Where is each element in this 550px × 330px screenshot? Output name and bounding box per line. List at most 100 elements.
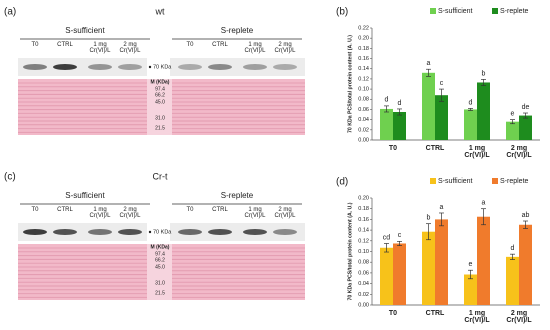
error-bar <box>426 223 431 241</box>
legend-label: S-sufficient <box>438 178 473 185</box>
legend-label: S-replete <box>500 178 529 185</box>
x-tick-label: T0 <box>388 145 398 152</box>
y-tick-label: 0.00 <box>358 302 369 308</box>
y-tick-label: 0.12 <box>358 76 369 82</box>
bar <box>477 216 490 305</box>
y-tick-label: 0.18 <box>358 46 369 52</box>
lane-label: 2 mg Cr(VI)/L <box>274 42 296 55</box>
significance-letter: d <box>398 100 402 107</box>
marker-lane <box>147 79 172 135</box>
lane-label: CTRL <box>212 207 228 213</box>
error-bar <box>523 112 528 119</box>
blot-band <box>243 64 267 70</box>
marker-label: 21.5 <box>155 125 165 131</box>
marker-label: 31.0 <box>155 280 165 286</box>
lane-label: 1 mg Cr(VI)/L <box>244 207 266 220</box>
significance-letter: a <box>427 60 431 67</box>
lane-label: 1 mg Cr(VI)/L <box>89 42 111 55</box>
significance-letter: b <box>427 215 431 222</box>
y-tick-label: 0.02 <box>358 292 369 298</box>
panel-label: (a) <box>4 7 16 18</box>
blot-strip <box>170 223 305 241</box>
significance-letter: ab <box>522 212 530 219</box>
marker-label: 45.0 <box>155 264 165 270</box>
significance-letter: c <box>398 232 402 239</box>
blot-band <box>178 64 202 70</box>
bar <box>380 108 393 140</box>
significance-letter: a <box>482 200 486 207</box>
bar <box>519 115 532 140</box>
x-tick-label: CTRL <box>425 310 445 317</box>
y-tick-label: 0.18 <box>358 206 369 212</box>
blot-band <box>208 229 232 235</box>
lane-label: CTRL <box>57 42 73 48</box>
y-tick-label: 0.12 <box>358 238 369 244</box>
error-bar <box>468 269 473 280</box>
bar <box>380 247 393 305</box>
bar <box>393 243 406 305</box>
lane-label: 1 mg Cr(VI)/L <box>89 207 111 220</box>
marker-label: 45.0 <box>155 99 165 105</box>
significance-letter: cd <box>383 234 391 241</box>
lane-label: 2 mg Cr(VI)/L <box>119 42 141 55</box>
significance-letter: e <box>469 261 473 268</box>
significance-letter: d <box>469 99 473 106</box>
y-tick-label: 0.16 <box>358 217 369 223</box>
lane-label: T0 <box>186 207 194 213</box>
x-tick-label: CTRL <box>425 145 445 152</box>
marker-title: M (KDa) <box>151 79 170 85</box>
legend-swatch <box>430 178 436 184</box>
error-bar <box>481 79 486 86</box>
legend-label: S-replete <box>500 8 529 15</box>
panel-label: (c) <box>4 172 16 183</box>
significance-letter: b <box>482 70 486 77</box>
lane-label: CTRL <box>57 207 73 213</box>
blot-band <box>88 229 112 235</box>
group-label: S-replete <box>221 26 254 35</box>
blot-band <box>243 229 267 235</box>
gel <box>172 79 305 135</box>
error-bar <box>523 220 528 229</box>
bar <box>506 256 519 305</box>
y-tick-label: 0.14 <box>358 228 369 234</box>
blot-band <box>53 229 77 235</box>
blot-strip <box>18 58 147 76</box>
band-label: 70 KDa <box>153 229 172 235</box>
band-dot <box>148 230 152 234</box>
blot-band <box>118 229 142 235</box>
group-label: S-sufficient <box>65 26 105 35</box>
y-tick-label: 0.04 <box>358 117 369 123</box>
marker-lane <box>147 244 172 300</box>
legend-swatch <box>430 8 436 14</box>
y-tick-label: 0.22 <box>358 25 369 31</box>
y-tick-label: 0.20 <box>358 195 369 201</box>
marker-label: 97.4 <box>155 251 165 257</box>
lane-label: T0 <box>31 42 39 48</box>
band-label: 70 KDa <box>153 64 172 70</box>
legend-swatch <box>492 8 498 14</box>
marker-label: 97.4 <box>155 86 165 92</box>
y-tick-label: 0.14 <box>358 66 369 72</box>
error-bar <box>384 243 389 253</box>
blot-strip <box>18 223 147 241</box>
y-tick-label: 0.02 <box>358 127 369 133</box>
error-bar <box>468 108 473 111</box>
group-label: S-replete <box>221 191 254 200</box>
panel-label: (d) <box>336 177 348 188</box>
marker-label: 31.0 <box>155 115 165 121</box>
strain-label: Cr-t <box>153 171 168 181</box>
lane-label: T0 <box>31 207 39 213</box>
bar <box>435 95 448 140</box>
panel-label: (b) <box>336 7 348 18</box>
blot-band <box>208 64 232 70</box>
blot-strip <box>170 58 305 76</box>
significance-letter: a <box>440 204 444 211</box>
marker-title: M (KDa) <box>151 244 170 250</box>
y-tick-label: 0.06 <box>358 107 369 113</box>
x-tick-label: 2 mg Cr(VI)/L <box>506 310 532 325</box>
bar <box>506 121 519 140</box>
legend-swatch <box>492 178 498 184</box>
lane-label: T0 <box>186 42 194 48</box>
